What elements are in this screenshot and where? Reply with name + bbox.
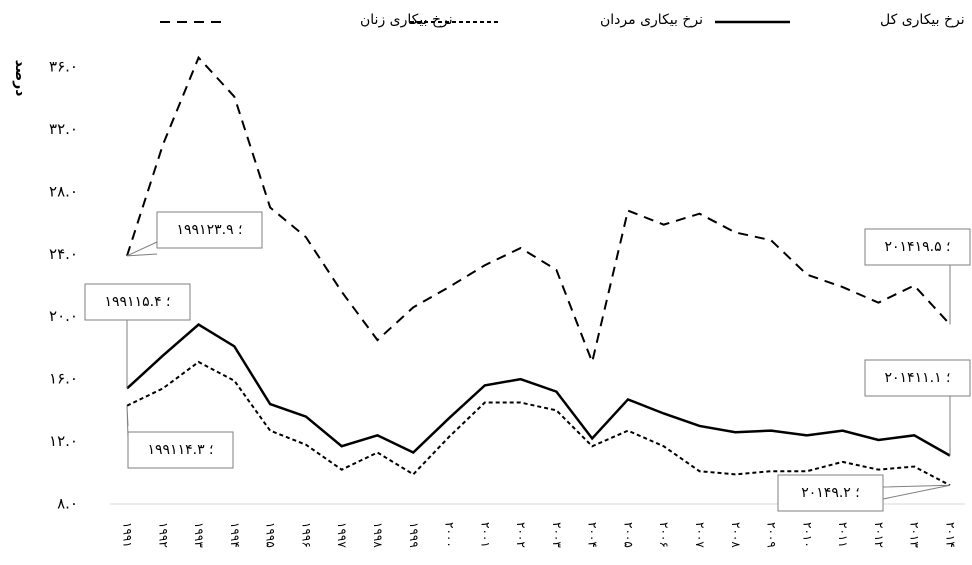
y-tick-label: ۲۴.۰ bbox=[49, 245, 78, 263]
callout-pointer bbox=[882, 484, 951, 500]
x-tick-label: ۱۹۹۸ bbox=[371, 522, 385, 548]
legend-label: نرخ بیکاری زنان bbox=[360, 12, 453, 28]
series-line bbox=[126, 55, 951, 366]
series-line bbox=[126, 360, 951, 487]
y-tick-label: ۳۲.۰ bbox=[49, 120, 78, 138]
x-tick-label: ۱۹۹۶ bbox=[299, 522, 313, 548]
y-tick-label: ۱۲.۰ bbox=[49, 432, 78, 450]
annotation: ۲۰۱۴؛ ۱۱.۱ bbox=[885, 370, 951, 386]
x-tick-label: ۱۹۹۴ bbox=[228, 522, 242, 548]
annotation: ۱۹۹۱؛ ۲۳.۹ bbox=[177, 222, 243, 238]
callout-box bbox=[777, 474, 884, 512]
callout-pointer bbox=[126, 405, 129, 439]
x-tick-label: ۱۹۹۳ bbox=[192, 522, 206, 548]
x-tick-label: ۲۰۱۱ bbox=[836, 522, 850, 548]
callout-box bbox=[864, 228, 971, 266]
x-tick-label: ۲۰۱۴ bbox=[944, 522, 958, 548]
x-tick-label: ۲۰۰۷ bbox=[693, 522, 707, 548]
x-tick-label: ۲۰۰۰ bbox=[443, 522, 457, 548]
x-tick-label: ۲۰۰۴ bbox=[586, 522, 600, 548]
x-tick-label: ۲۰۰۲ bbox=[514, 522, 528, 548]
callout-box bbox=[156, 211, 263, 249]
x-tick-label: ۲۰۱۳ bbox=[908, 522, 922, 548]
x-tick-label: ۱۹۹۵ bbox=[264, 522, 278, 548]
y-tick-label: ۸.۰ bbox=[57, 495, 78, 513]
x-tick-label: ۲۰۱۲ bbox=[872, 522, 886, 548]
callout-box bbox=[127, 431, 234, 469]
series-line bbox=[126, 322, 951, 457]
callout-pointer bbox=[126, 241, 158, 257]
x-tick-label: ۲۰۰۸ bbox=[729, 522, 743, 548]
y-tick-label: ۲۰.۰ bbox=[49, 307, 78, 325]
x-tick-label: ۲۰۰۱ bbox=[478, 522, 492, 548]
x-tick-label: ۲۰۱۰ bbox=[800, 522, 814, 548]
x-tick-label: ۱۹۹۹ bbox=[407, 522, 421, 548]
legend-label: نرخ بیکاری مردان bbox=[600, 12, 703, 28]
y-axis-label: درصد bbox=[12, 60, 28, 97]
callout-box bbox=[864, 359, 971, 397]
x-tick-label: ۱۹۹۲ bbox=[156, 522, 170, 548]
x-tick-label: ۱۹۹۱ bbox=[121, 522, 135, 548]
x-tick-label: ۲۰۰۶ bbox=[657, 522, 671, 548]
legend-label: نرخ بیکاری کل bbox=[880, 12, 965, 28]
x-tick-label: ۲۰۰۳ bbox=[550, 522, 564, 548]
y-tick-label: ۳۶.۰ bbox=[49, 58, 78, 76]
y-tick-label: ۲۸.۰ bbox=[49, 182, 78, 200]
x-tick-label: ۲۰۰۵ bbox=[621, 522, 635, 548]
annotation: ۱۹۹۱؛ ۱۴.۳ bbox=[148, 442, 214, 458]
annotation: ۲۰۱۴؛ ۱۹.۵ bbox=[885, 239, 951, 255]
annotation: ۱۹۹۱؛ ۱۵.۴ bbox=[105, 294, 171, 310]
annotation: ۲۰۱۴؛ ۹.۲ bbox=[801, 485, 859, 501]
x-tick-label: ۲۰۰۹ bbox=[765, 522, 779, 548]
x-tick-label: ۱۹۹۷ bbox=[335, 522, 349, 548]
callout-box bbox=[84, 283, 191, 321]
y-tick-label: ۱۶.۰ bbox=[49, 370, 78, 388]
